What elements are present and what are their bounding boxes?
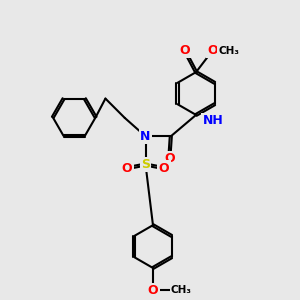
Text: O: O — [179, 44, 190, 57]
Text: O: O — [148, 284, 158, 297]
Text: N: N — [140, 130, 151, 143]
Text: O: O — [159, 162, 169, 175]
Text: S: S — [141, 158, 150, 171]
Text: O: O — [207, 44, 218, 57]
Text: CH₃: CH₃ — [171, 285, 192, 295]
Text: O: O — [164, 152, 175, 165]
Text: NH: NH — [202, 114, 224, 127]
Text: CH₃: CH₃ — [218, 46, 239, 56]
Text: O: O — [122, 162, 132, 175]
